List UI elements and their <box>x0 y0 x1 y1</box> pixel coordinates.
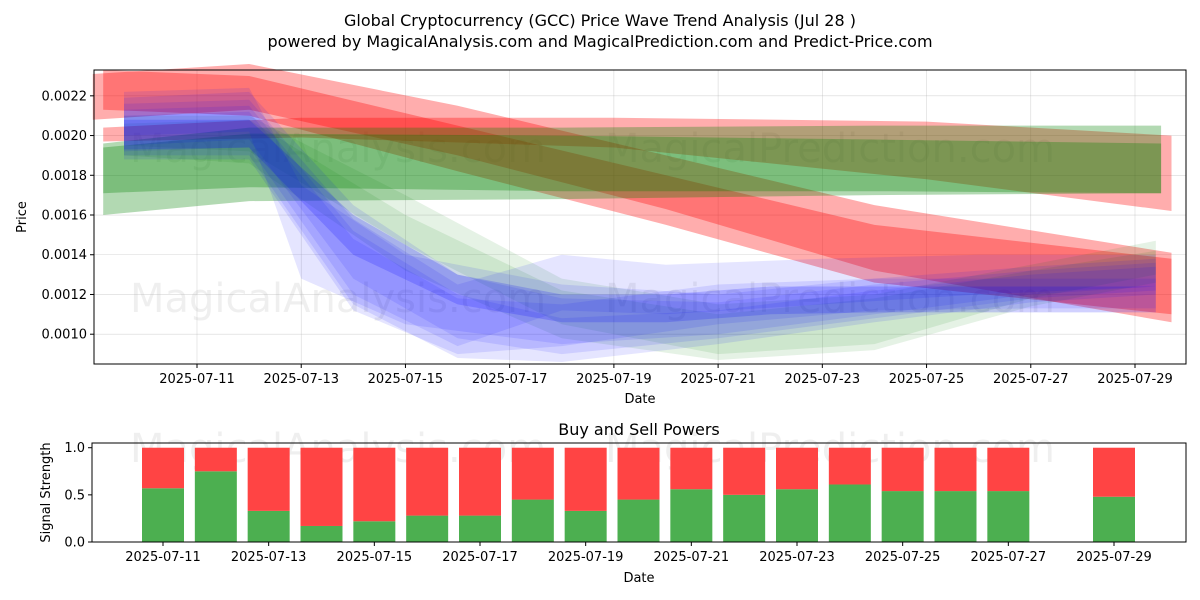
buy-bar-2025-07-17 <box>459 515 501 542</box>
x-tick-label: 2025-07-19 <box>576 372 652 387</box>
buy-bar-2025-07-25 <box>881 491 924 542</box>
buy-bar-2025-07-15 <box>353 521 396 542</box>
y-tick-label: 0.0010 <box>42 328 88 343</box>
buy-bar-2025-07-26 <box>934 491 977 542</box>
wave-band-blue-11 <box>124 111 1156 355</box>
buy-bar-2025-07-14 <box>300 525 343 542</box>
buy-bar-2025-07-29 <box>1093 496 1135 542</box>
watermark: MagicalAnalysis.com <box>130 126 546 172</box>
y-tick-label: 0.0012 <box>42 288 88 303</box>
wave-band-blue-8 <box>124 91 1156 355</box>
y-axis-label: Signal Strength <box>39 442 54 542</box>
buy-bar-2025-07-16 <box>406 515 449 542</box>
x-tick-label: 2025-07-23 <box>759 550 835 565</box>
buy-bar-2025-07-11 <box>142 488 184 542</box>
sell-bar-2025-07-23 <box>776 447 818 490</box>
wave-band-green-4 <box>103 133 1162 194</box>
buy-bar-2025-07-22 <box>723 494 766 542</box>
buy-bar-2025-07-21 <box>670 489 713 542</box>
wave-band-green-6 <box>124 119 1156 360</box>
y-tick-label: 0.5 <box>64 488 85 503</box>
y-tick-label: 0.0016 <box>42 209 88 224</box>
sell-bar-2025-07-20 <box>617 447 660 500</box>
x-axis-label: Date <box>624 392 655 407</box>
x-tick-label: 2025-07-25 <box>889 372 965 387</box>
buy-bar-2025-07-24 <box>828 484 871 542</box>
wave-band-red-1 <box>103 117 1172 211</box>
y-tick-label: 0.0022 <box>42 89 88 104</box>
buy-sell-title: Buy and Sell Powers <box>558 420 720 439</box>
sell-bar-2025-07-29 <box>1093 447 1135 497</box>
x-tick-label: 2025-07-19 <box>548 550 624 565</box>
buy-bar-2025-07-12 <box>194 471 237 542</box>
x-tick-label: 2025-07-17 <box>442 550 518 565</box>
x-tick-label: 2025-07-13 <box>231 550 307 565</box>
x-tick-label: 2025-07-29 <box>1076 550 1152 565</box>
y-tick-label: 0.0020 <box>42 129 88 144</box>
buy-bar-2025-07-18 <box>511 499 554 542</box>
sell-bar-2025-07-22 <box>723 447 766 495</box>
sell-bar-2025-07-19 <box>564 447 607 511</box>
x-tick-label: 2025-07-17 <box>472 372 548 387</box>
wave-band-red-2 <box>103 70 1172 315</box>
sell-bar-2025-07-17 <box>459 447 501 516</box>
watermark: MagicalAnalysis.com <box>130 276 546 322</box>
x-tick-label: 2025-07-21 <box>680 372 756 387</box>
wave-band-green-3 <box>103 125 1162 215</box>
wave-band-blue-7 <box>124 87 1156 345</box>
x-tick-label: 2025-07-13 <box>263 372 339 387</box>
y-tick-label: 1.0 <box>64 441 85 456</box>
x-tick-label: 2025-07-27 <box>993 372 1069 387</box>
x-tick-label: 2025-07-15 <box>337 550 413 565</box>
sell-bar-2025-07-16 <box>406 447 449 516</box>
wave-band-blue-9 <box>124 99 1156 347</box>
sell-bar-2025-07-12 <box>194 447 237 472</box>
y-tick-label: 0.0018 <box>42 169 88 184</box>
sell-bar-2025-07-18 <box>511 447 554 500</box>
sell-bar-2025-07-27 <box>987 447 1030 492</box>
wave-band-blue-12 <box>124 119 1156 323</box>
wave-band-red-0 <box>92 64 1172 323</box>
chart-title: Global Cryptocurrency (GCC) Price Wave T… <box>344 11 856 30</box>
chart-subtitle: powered by MagicalAnalysis.com and Magic… <box>267 32 932 51</box>
x-tick-label: 2025-07-29 <box>1097 372 1173 387</box>
watermark: MagicalPrediction.com <box>605 276 1055 322</box>
x-tick-label: 2025-07-21 <box>654 550 730 565</box>
x-tick-label: 2025-07-11 <box>125 550 201 565</box>
watermark: MagicalPrediction.com <box>605 126 1055 172</box>
buy-bar-2025-07-13 <box>247 510 290 542</box>
y-tick-label: 0.0 <box>64 536 85 551</box>
y-tick-label: 0.0014 <box>42 248 88 263</box>
x-axis-label: Date <box>623 571 654 586</box>
sell-bar-2025-07-24 <box>828 447 871 485</box>
buy-bar-2025-07-19 <box>564 510 607 542</box>
x-tick-label: 2025-07-25 <box>865 550 941 565</box>
plot-frame <box>91 442 1187 543</box>
x-tick-label: 2025-07-27 <box>971 550 1047 565</box>
buy-bar-2025-07-27 <box>987 491 1030 542</box>
sell-bar-2025-07-13 <box>247 447 290 511</box>
sell-bar-2025-07-26 <box>934 447 977 492</box>
y-axis-label: Price <box>15 201 30 233</box>
sell-bar-2025-07-14 <box>300 447 343 526</box>
buy-sell-plot: MagicalAnalysis.comMagicalPrediction.com… <box>39 420 1187 586</box>
plot-frame <box>93 69 1187 365</box>
x-tick-label: 2025-07-11 <box>159 372 235 387</box>
buy-bar-2025-07-23 <box>776 489 818 542</box>
wave-band-green-5 <box>124 115 1156 355</box>
sell-bar-2025-07-11 <box>142 447 184 489</box>
x-tick-label: 2025-07-15 <box>368 372 444 387</box>
sell-bar-2025-07-21 <box>670 447 713 490</box>
x-tick-label: 2025-07-23 <box>785 372 861 387</box>
sell-bar-2025-07-25 <box>881 447 924 492</box>
buy-bar-2025-07-20 <box>617 499 660 542</box>
sell-bar-2025-07-15 <box>353 447 396 522</box>
wave-band-blue-10 <box>124 105 1156 363</box>
price-wave-plot: MagicalAnalysis.com MagicalPrediction.com… <box>15 64 1187 407</box>
